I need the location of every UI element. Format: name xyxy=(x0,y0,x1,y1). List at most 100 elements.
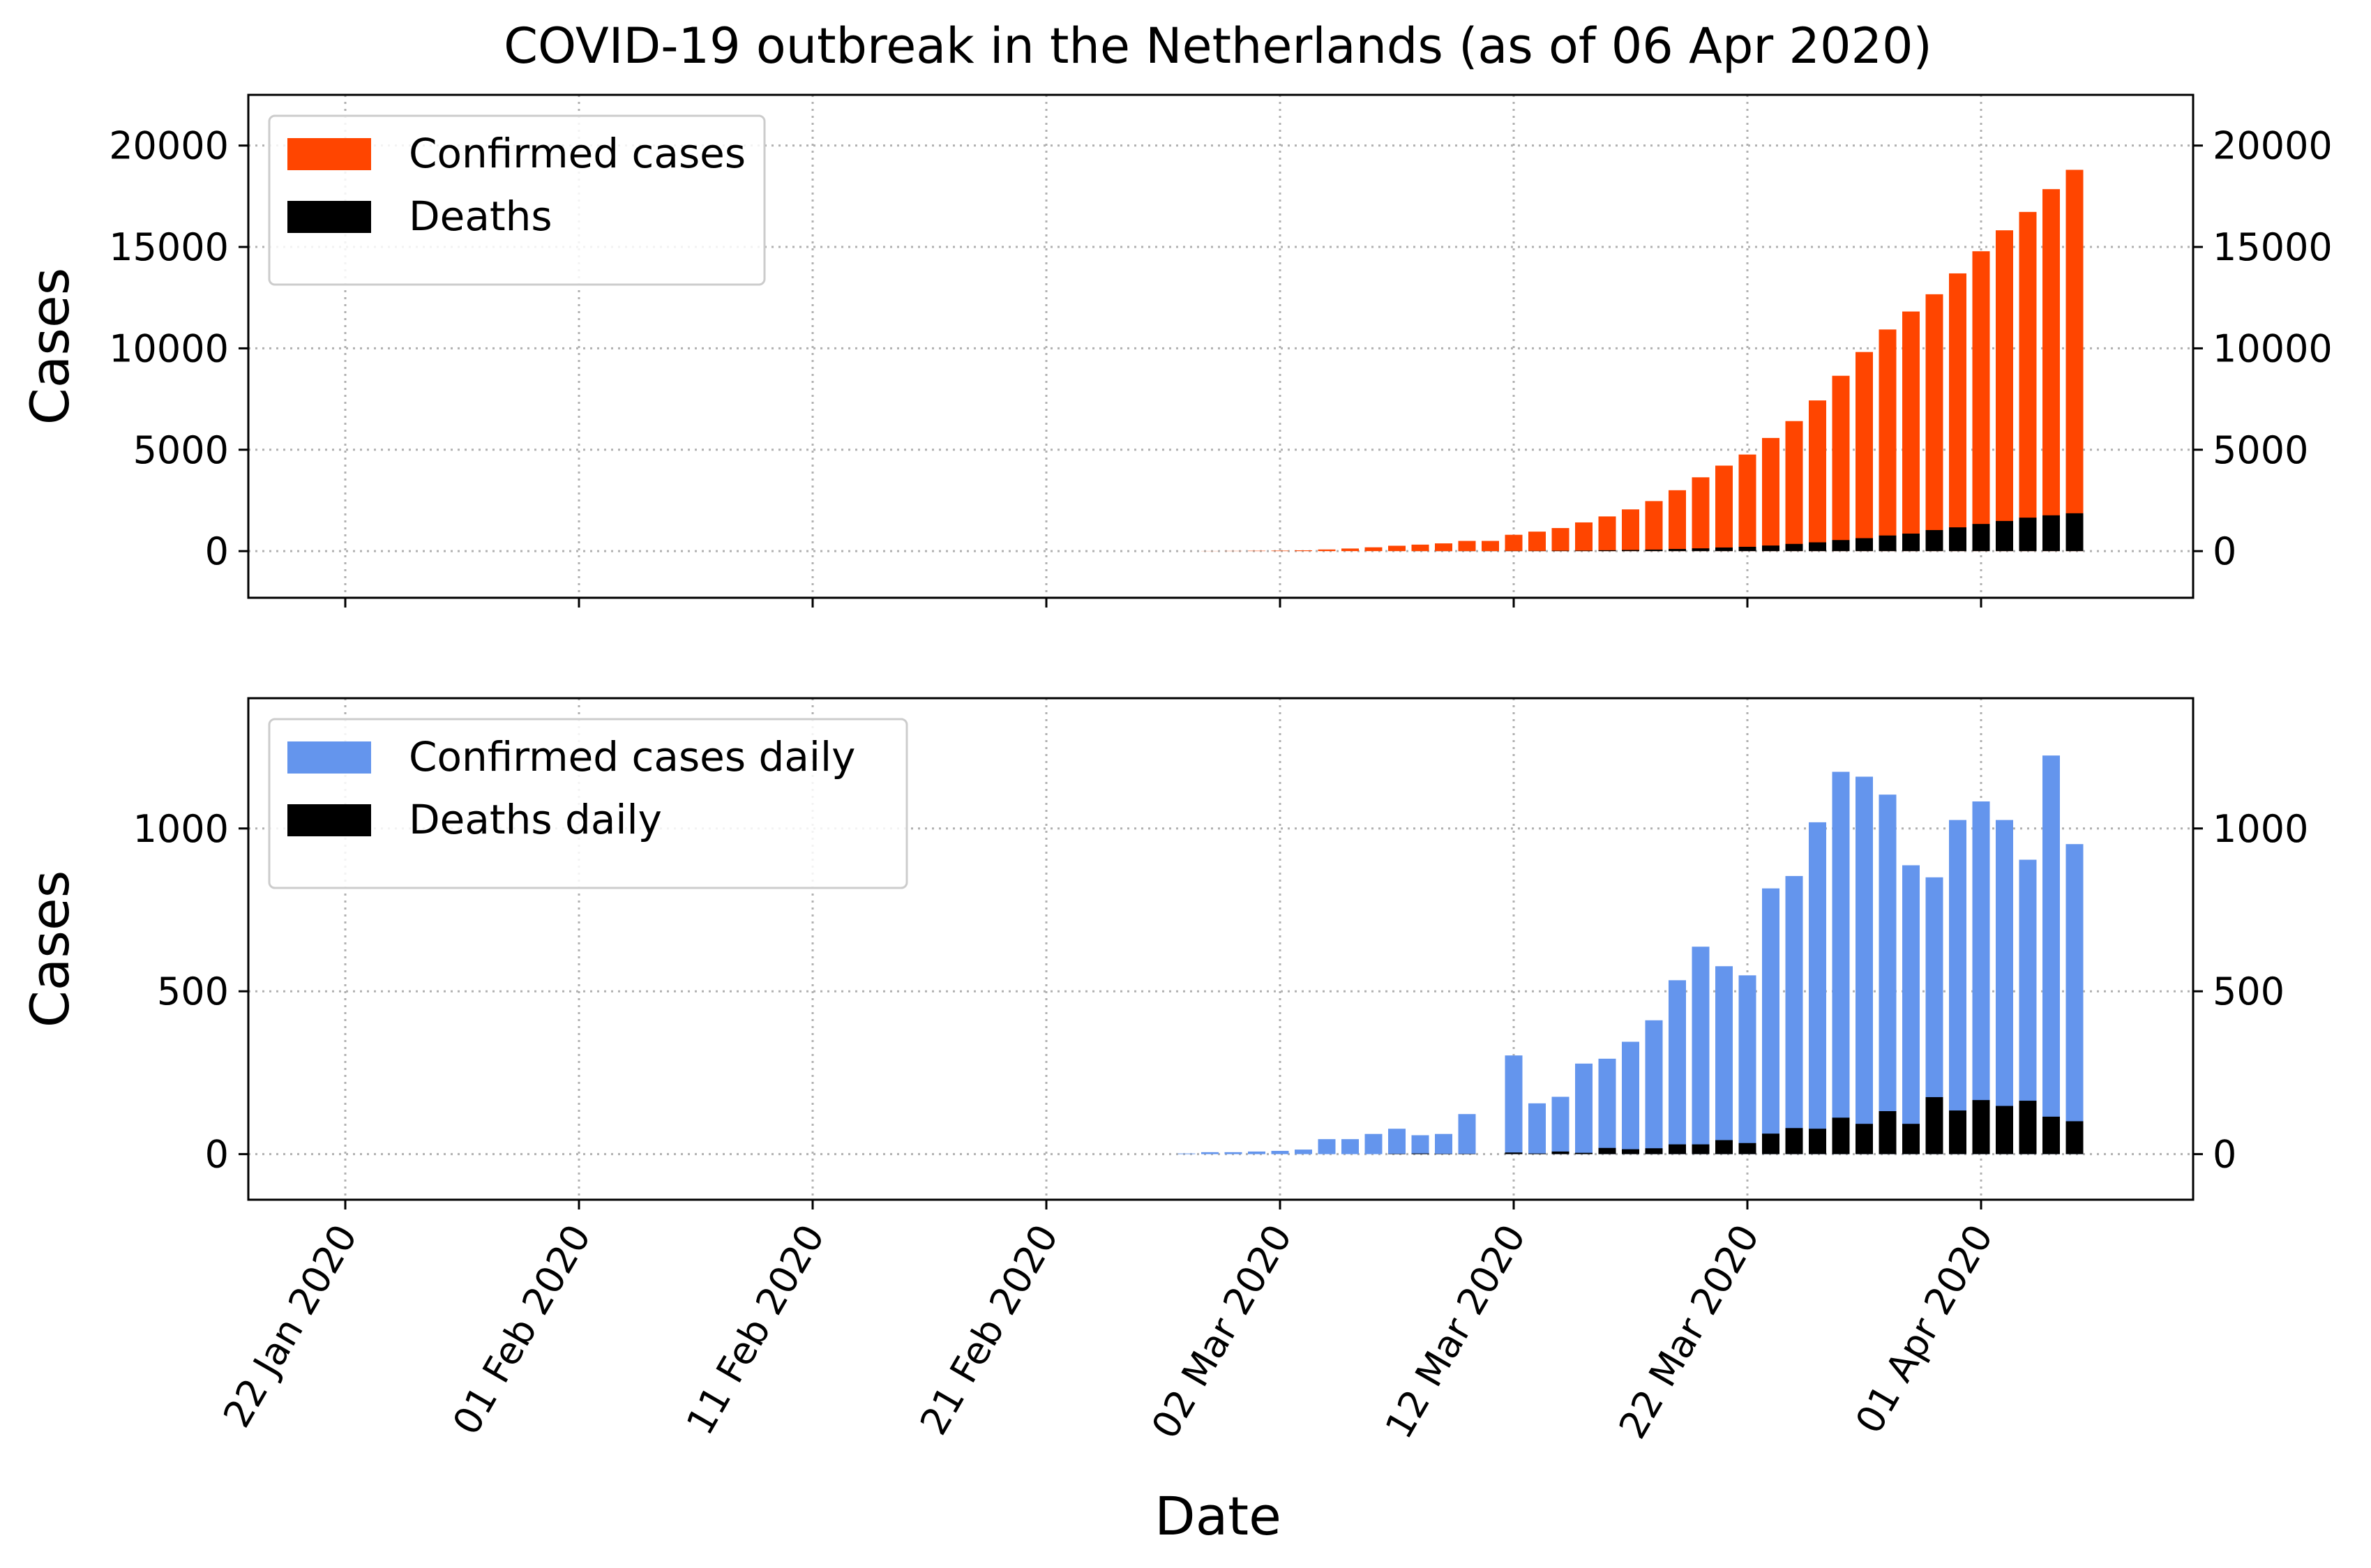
x-tick-label: 22 Jan 2020 xyxy=(215,1217,366,1435)
bar xyxy=(1458,1114,1476,1154)
bar xyxy=(1925,529,1943,552)
bar xyxy=(1738,975,1756,1154)
daily-panel: 0 0 500 500 1000 1000 22 Jan 2020 01 Feb 2020 11… xyxy=(19,697,2308,1446)
bar xyxy=(1388,545,1406,552)
bar xyxy=(1411,544,1429,552)
y-tick-label: 10000 xyxy=(109,326,229,370)
bar xyxy=(1528,532,1546,552)
bar xyxy=(1972,524,1990,552)
bar xyxy=(2065,169,2084,552)
bar xyxy=(1248,1151,1265,1154)
bar xyxy=(1598,516,1616,552)
bar xyxy=(1669,980,1686,1154)
bar xyxy=(1785,1128,1803,1154)
x-tick-label: 01 Apr 2020 xyxy=(1847,1217,2002,1441)
bar xyxy=(1996,1106,2013,1154)
bar xyxy=(2019,518,2037,552)
bar xyxy=(1902,865,1920,1154)
bar xyxy=(1738,454,1756,552)
x-axis-label: Date xyxy=(1154,1485,1281,1547)
bar xyxy=(1972,251,1990,552)
bar xyxy=(2042,755,2060,1154)
legend-label: Deaths daily xyxy=(409,796,662,843)
bar xyxy=(1762,888,1779,1154)
bar xyxy=(1598,1058,1616,1154)
series-deaths xyxy=(1388,513,2084,552)
bar xyxy=(1856,352,1873,552)
bar xyxy=(2042,189,2060,552)
bar xyxy=(1295,550,1312,552)
bar xyxy=(1551,550,1570,552)
bar xyxy=(1856,1124,1873,1154)
bar xyxy=(2042,515,2060,552)
bar xyxy=(1856,776,1873,1154)
bar xyxy=(1528,1103,1546,1154)
legend-swatch xyxy=(287,201,371,233)
legend: Confirmed cases daily Deaths daily xyxy=(268,718,908,889)
y-tick-label: 20000 xyxy=(2213,124,2333,168)
x-tick-label: 12 Mar 2020 xyxy=(1377,1217,1535,1446)
bar xyxy=(1692,477,1710,552)
y-axis-label: Cases xyxy=(19,870,81,1028)
legend-swatch xyxy=(287,741,371,774)
bar xyxy=(1949,820,1966,1154)
bar xyxy=(1809,822,1826,1154)
bar xyxy=(1505,1152,1523,1154)
bar xyxy=(2065,1121,2084,1154)
bar xyxy=(1832,375,1850,552)
bar xyxy=(2042,1116,2060,1154)
x-tick-label: 22 Mar 2020 xyxy=(1611,1217,1768,1446)
y-tick-label: 0 xyxy=(2213,529,2236,573)
bar xyxy=(1295,1149,1312,1154)
y-tick-label: 500 xyxy=(157,970,229,1013)
bar xyxy=(1785,875,1803,1154)
bar xyxy=(1738,546,1756,552)
bar xyxy=(1856,538,1873,552)
bar xyxy=(1949,527,1966,552)
y-tick-label: 15000 xyxy=(109,225,229,269)
y-axis-label: Cases xyxy=(19,268,81,425)
bar xyxy=(1832,771,1850,1154)
bar xyxy=(1645,1020,1663,1154)
x-tick-label: 01 Feb 2020 xyxy=(444,1217,600,1442)
y-tick-label: 5000 xyxy=(133,428,229,472)
plot-frame xyxy=(247,697,2195,1201)
bar xyxy=(1692,1144,1710,1154)
bar xyxy=(1341,1139,1359,1154)
bar xyxy=(1575,1152,1593,1154)
bar xyxy=(1551,528,1570,552)
series-confirmed-cases xyxy=(1177,169,2084,552)
bar xyxy=(1879,329,1897,552)
bar xyxy=(1879,1111,1897,1154)
legend-box xyxy=(268,114,766,286)
bar xyxy=(1996,230,2013,552)
bar xyxy=(1785,543,1803,552)
y-tick-label: 15000 xyxy=(2213,225,2333,269)
bar xyxy=(1201,1152,1219,1154)
bar xyxy=(1505,534,1523,552)
bar xyxy=(1598,550,1616,552)
bar xyxy=(1715,465,1733,552)
x-tick-label: 21 Feb 2020 xyxy=(912,1217,1067,1442)
legend: Confirmed cases Deaths xyxy=(268,114,766,286)
x-tick-label: 02 Mar 2020 xyxy=(1143,1217,1301,1446)
bar xyxy=(1435,1133,1452,1154)
bar xyxy=(1902,1124,1920,1154)
bar xyxy=(1949,1110,1966,1154)
bar xyxy=(1879,535,1897,552)
bar xyxy=(1762,545,1779,552)
bar xyxy=(1972,1100,1990,1154)
bar xyxy=(1622,1041,1639,1154)
bar xyxy=(1832,540,1850,552)
bar xyxy=(1575,550,1593,552)
legend-swatch xyxy=(287,138,371,170)
legend-label: Confirmed cases xyxy=(409,130,746,177)
bar xyxy=(1692,548,1710,552)
bar xyxy=(1318,1139,1336,1154)
bar xyxy=(1879,794,1897,1154)
bar xyxy=(1364,547,1383,552)
bar xyxy=(1832,1117,1850,1154)
bar xyxy=(1738,1143,1756,1154)
bar xyxy=(1669,490,1686,552)
